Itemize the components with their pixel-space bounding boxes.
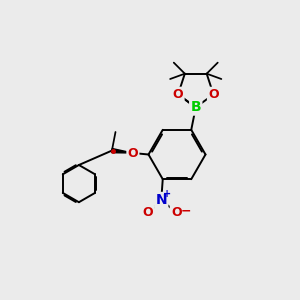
Text: −: − <box>181 204 191 217</box>
Polygon shape <box>112 148 133 153</box>
Text: O: O <box>171 206 181 219</box>
Text: O: O <box>173 88 183 101</box>
Text: N: N <box>155 193 167 207</box>
Text: O: O <box>142 206 153 219</box>
Text: O: O <box>128 146 138 160</box>
Text: +: + <box>163 189 171 199</box>
Text: O: O <box>208 88 219 101</box>
Text: B: B <box>190 100 201 114</box>
